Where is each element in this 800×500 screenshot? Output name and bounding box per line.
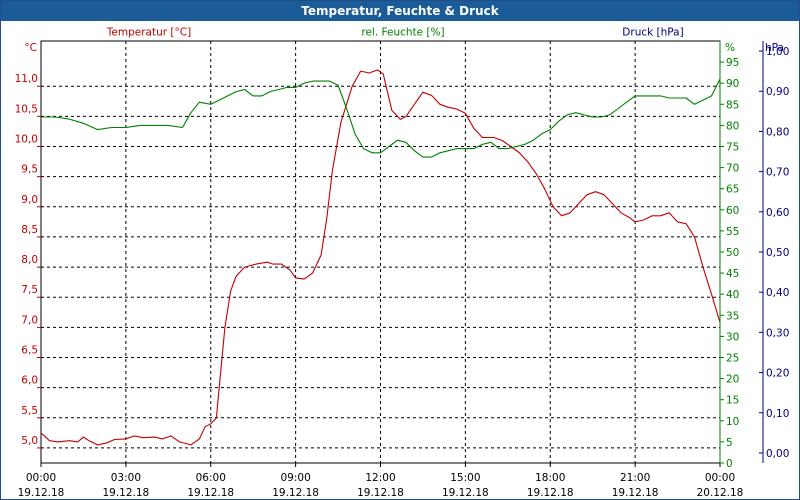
pressure-tick-label: 0,90 bbox=[766, 86, 789, 98]
pressure-tick-label: 0,00 bbox=[766, 448, 789, 460]
temperature-tick-label: 8,0 bbox=[21, 254, 38, 266]
temperature-tick-label: 6,5 bbox=[21, 345, 38, 357]
axes: 00:00 19.12.18 03:00 19.12.18 06:00 19.12.18 0… bbox=[15, 41, 789, 499]
temperature-axis-label: Temperatur [°C] bbox=[106, 27, 191, 39]
x-tick-label-date: 19.12.18 bbox=[442, 487, 489, 499]
humidity-tick-label: 70 bbox=[726, 163, 739, 175]
humidity-tick-label: 60 bbox=[726, 205, 739, 217]
pressure-unit: hPa bbox=[765, 42, 784, 54]
humidity-tick-label: 75 bbox=[726, 142, 739, 154]
temperature-unit: °C bbox=[24, 42, 37, 54]
pressure-tick-label: 0,50 bbox=[766, 247, 789, 259]
humidity-tick-label: 85 bbox=[726, 99, 739, 111]
pressure-tick-label: 0,20 bbox=[766, 368, 789, 380]
x-tick-label-date: 19.12.18 bbox=[612, 487, 659, 499]
humidity-tick-label: 15 bbox=[726, 395, 739, 407]
x-tick-label-date: 19.12.18 bbox=[357, 487, 404, 499]
pressure-axis-label: Druck [hPa] bbox=[622, 27, 683, 39]
series-line-humidity bbox=[41, 78, 721, 158]
x-tick-label-time: 09:00 bbox=[280, 472, 310, 484]
x-tick-label-time: 03:00 bbox=[111, 472, 141, 484]
pressure-tick-label: 0,60 bbox=[766, 207, 789, 219]
x-tick-label-date: 19.12.18 bbox=[102, 487, 149, 499]
humidity-tick-label: 90 bbox=[726, 78, 739, 90]
x-tick-label-date: 19.12.18 bbox=[18, 487, 65, 499]
humidity-axis-label: rel. Feuchte [%] bbox=[361, 27, 444, 39]
pressure-tick-label: 0,80 bbox=[766, 126, 789, 138]
humidity-tick-label: 95 bbox=[726, 57, 739, 69]
pressure-tick-label: 0,70 bbox=[766, 167, 789, 179]
x-tick-label-time: 06:00 bbox=[196, 472, 226, 484]
humidity-tick-label: 40 bbox=[726, 289, 739, 301]
humidity-tick-label: 25 bbox=[726, 353, 739, 365]
humidity-tick-label: 0 bbox=[726, 458, 733, 470]
humidity-tick-label: 65 bbox=[726, 184, 739, 196]
x-tick-label-time: 00:00 bbox=[705, 472, 735, 484]
humidity-tick-label: 80 bbox=[726, 120, 739, 132]
series-line-temperature bbox=[40, 69, 721, 446]
humidity-tick-label: 5 bbox=[726, 437, 733, 449]
pressure-tick-label: 0,40 bbox=[766, 287, 789, 299]
temperature-tick-label: 11,0 bbox=[15, 73, 38, 85]
humidity-tick-label: 35 bbox=[726, 310, 739, 322]
temperature-tick-label: 9,0 bbox=[21, 194, 38, 206]
x-tick-label-date: 20.12.18 bbox=[697, 487, 744, 499]
temperature-tick-label: 10,5 bbox=[15, 103, 38, 115]
temperature-tick-label: 9,5 bbox=[21, 164, 38, 176]
x-tick-label-date: 19.12.18 bbox=[187, 487, 234, 499]
humidity-tick-label: 10 bbox=[726, 416, 739, 428]
x-tick-label-time: 21:00 bbox=[620, 472, 650, 484]
humidity-tick-label: 55 bbox=[726, 226, 739, 238]
series-lines bbox=[40, 69, 721, 446]
temperature-tick-label: 6,0 bbox=[21, 375, 38, 387]
temperature-tick-label: 7,5 bbox=[21, 284, 38, 296]
x-tick-label-date: 19.12.18 bbox=[527, 487, 574, 499]
humidity-tick-label: 30 bbox=[726, 331, 739, 343]
x-tick-label-time: 12:00 bbox=[365, 472, 395, 484]
temperature-tick-label: 8,5 bbox=[21, 224, 38, 236]
humidity-tick-label: 45 bbox=[726, 268, 739, 280]
x-tick-label-time: 15:00 bbox=[450, 472, 480, 484]
humidity-tick-label: 20 bbox=[726, 374, 739, 386]
x-tick-label-time: 00:00 bbox=[26, 472, 56, 484]
pressure-tick-label: 0,30 bbox=[766, 327, 789, 339]
temperature-tick-label: 10,0 bbox=[15, 134, 38, 146]
chart-area: Temperatur [°C] rel. Feuchte [%] Druck [… bbox=[15, 27, 790, 500]
window-title: Temperatur, Feuchte & Druck bbox=[1, 1, 799, 21]
humidity-unit: % bbox=[725, 42, 735, 54]
x-tick-label-time: 18:00 bbox=[535, 472, 565, 484]
humidity-tick-label: 50 bbox=[726, 247, 739, 259]
temperature-tick-label: 5,0 bbox=[21, 435, 38, 447]
temperature-tick-label: 7,0 bbox=[21, 314, 38, 326]
pressure-tick-label: 1,00 bbox=[766, 46, 789, 58]
temperature-tick-label: 5,5 bbox=[21, 405, 38, 417]
grid bbox=[40, 40, 721, 464]
x-tick-label-date: 19.12.18 bbox=[272, 487, 319, 499]
pressure-tick-label: 0,10 bbox=[766, 408, 789, 420]
